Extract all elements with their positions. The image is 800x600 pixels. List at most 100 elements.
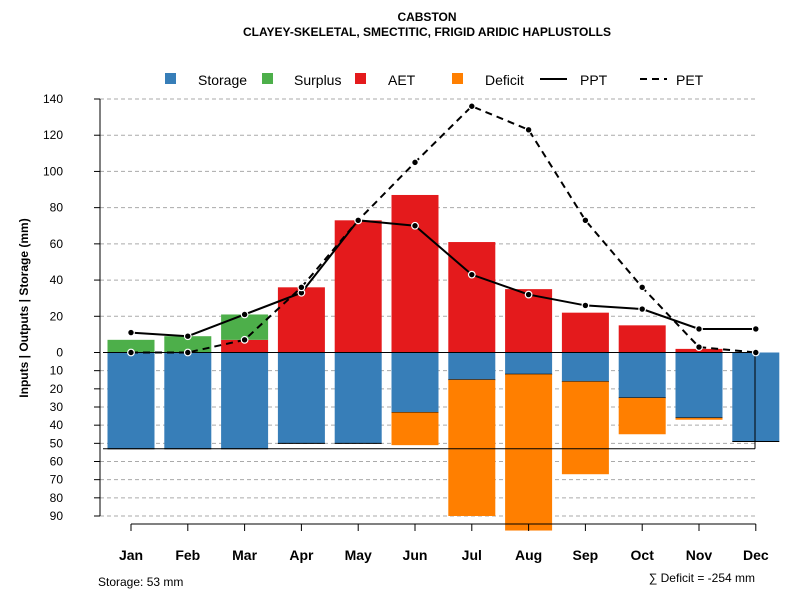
y-tick-label: 60	[50, 237, 64, 251]
x-tick-label: Jul	[462, 547, 482, 563]
bar-storage-mar	[221, 352, 269, 449]
bar-deficit-jul	[448, 379, 496, 516]
legend-aet-swatch	[355, 73, 366, 84]
bar-storage-dec	[732, 352, 780, 442]
bar-aet-aug	[505, 289, 553, 353]
bar-storage-sep	[561, 352, 609, 382]
y-tick-label: 30	[50, 400, 64, 414]
point-pet-sep	[581, 216, 590, 225]
point-ppt-jun	[411, 221, 419, 230]
bar-deficit-oct	[618, 397, 666, 435]
line-pet	[131, 105, 756, 354]
chart-title: CABSTON	[397, 10, 456, 24]
point-ppt-jan	[127, 328, 135, 337]
point-ppt-jul	[467, 270, 476, 279]
point-pet-mar	[240, 335, 249, 344]
point-pet-jun	[411, 158, 419, 167]
legend-aet-label: AET	[388, 72, 416, 88]
bar-deficit-sep	[561, 381, 609, 475]
storage-footnote: Storage: 53 mm	[98, 575, 183, 589]
x-tick-label: Nov	[686, 547, 713, 563]
bar-aet-oct	[618, 325, 666, 353]
y-tick-label: 120	[43, 128, 63, 142]
x-tick-label: Dec	[743, 547, 769, 563]
y-tick-label: 70	[50, 473, 64, 487]
point-pet-jan	[127, 348, 135, 357]
bar-storage-may	[334, 352, 382, 444]
bar-aet-jul	[448, 242, 496, 353]
bar-surplus-mar	[221, 314, 269, 340]
point-pet-dec	[751, 348, 760, 357]
bar-surplus-jan	[107, 339, 155, 353]
point-pet-apr	[297, 283, 306, 292]
legend-deficit-swatch	[452, 73, 463, 84]
x-tick-label: Jun	[403, 547, 428, 563]
bar-aet-sep	[561, 312, 609, 353]
y-tick-label: 50	[50, 436, 64, 450]
bar-storage-aug	[505, 352, 553, 375]
y-tick-label: 40	[50, 273, 64, 287]
legend-ppt-label: PPT	[580, 72, 608, 88]
y-tick-label: 20	[50, 309, 64, 323]
x-tick-label: Mar	[232, 547, 257, 563]
y-tick-label: 90	[50, 509, 64, 523]
bar-storage-oct	[618, 352, 666, 398]
point-ppt-mar	[240, 310, 249, 319]
x-tick-label: May	[345, 547, 372, 563]
y-tick-label: 80	[50, 491, 64, 505]
x-tick-label: Jan	[119, 547, 143, 563]
legend-surplus-label: Surplus	[294, 72, 341, 88]
point-pet-feb	[183, 348, 192, 357]
point-pet-nov	[695, 343, 703, 351]
axes: 0 20 40 60 80 100 120 140 10 20 30 40 50 60 70 80 90 Jan F…	[43, 92, 769, 563]
y-tick-label: 0	[56, 346, 63, 360]
y-tick-label: 40	[50, 418, 64, 432]
line-ppt	[130, 219, 756, 338]
x-tick-label: Oct	[631, 547, 655, 563]
point-ppt-dec	[751, 325, 760, 333]
legend-surplus-swatch	[262, 73, 273, 84]
y-tick-label: 60	[50, 455, 64, 469]
x-tick-label: Feb	[175, 547, 200, 563]
deficit-footnote: ∑ Deficit = -254 mm	[649, 571, 755, 585]
legend-deficit-label: Deficit	[485, 72, 524, 88]
point-pet-may	[354, 216, 363, 225]
bar-aet-jun	[391, 194, 439, 353]
chart-subtitle: CLAYEY-SKELETAL, SMECTITIC, FRIGID ARIDI…	[243, 25, 611, 39]
legend-pet-label: PET	[676, 72, 704, 88]
point-pet-aug	[524, 125, 533, 134]
bar-surplus-feb	[164, 336, 212, 353]
legend-storage-swatch	[165, 73, 176, 84]
bar-aet-may	[334, 220, 382, 353]
legend-storage-label: Storage	[198, 72, 247, 88]
y-tick-label: 100	[43, 164, 63, 178]
y-axis-label: Inputs | Outputs | Storage (mm)	[17, 218, 31, 397]
series-lines	[127, 102, 760, 357]
legend: Storage Surplus AET Deficit PPT PET	[165, 72, 704, 88]
bar-deficit-jun	[391, 412, 439, 446]
y-tick-label: 20	[50, 382, 64, 396]
bar-storage-jun	[391, 352, 439, 413]
bar-storage-jan	[107, 352, 155, 449]
point-ppt-oct	[638, 305, 647, 313]
bar-storage-feb	[164, 352, 212, 449]
bar-aet-apr	[277, 287, 325, 353]
y-tick-label: 10	[50, 364, 64, 378]
bar-storage-apr	[277, 352, 325, 444]
point-pet-jul	[467, 102, 476, 111]
bar-deficit-aug	[505, 374, 553, 531]
x-tick-label: Apr	[289, 547, 314, 563]
point-ppt-aug	[524, 290, 533, 299]
point-ppt-sep	[581, 301, 590, 310]
bar-deficit-nov	[675, 417, 723, 420]
y-tick-label: 140	[43, 92, 63, 106]
x-tick-label: Aug	[515, 547, 542, 563]
point-ppt-nov	[695, 325, 703, 333]
point-pet-oct	[638, 283, 647, 292]
point-ppt-feb	[183, 332, 192, 341]
bar-storage-jul	[448, 352, 496, 380]
y-tick-label: 80	[50, 201, 64, 215]
x-tick-label: Sep	[573, 547, 599, 563]
bars	[103, 194, 780, 531]
